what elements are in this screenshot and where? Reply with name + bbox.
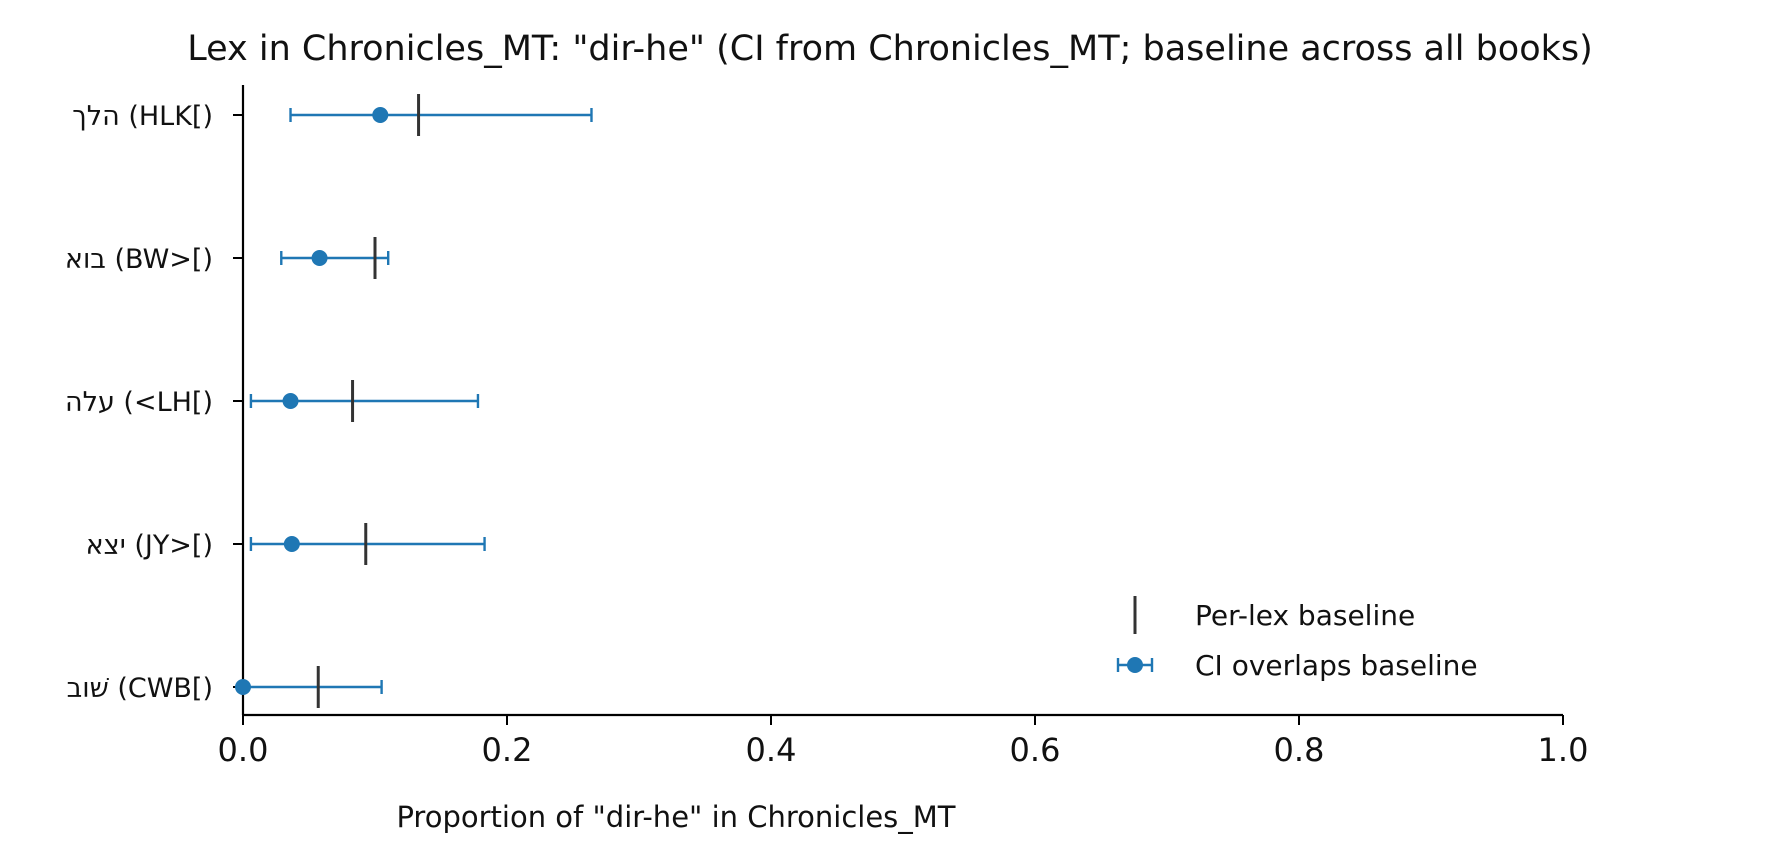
y-tick-label: שׁוב (CWB[): [67, 673, 213, 704]
chart-title: Lex in Chronicles_MT: "dir-he" (CI from …: [187, 29, 1593, 69]
estimate-point: [311, 250, 328, 266]
estimate-point: [372, 107, 389, 123]
estimate-point: [283, 536, 300, 552]
y-tick-label: בוא (BW>[): [65, 244, 213, 275]
legend-label-baseline: Per-lex baseline: [1195, 599, 1415, 632]
x-tick-label: 0.4: [746, 731, 797, 769]
y-tick-label: עלה (<LH[): [65, 387, 213, 418]
y-tick-label: הלך (HLK[): [72, 101, 213, 132]
x-tick-label: 0.6: [1010, 731, 1061, 769]
plot-area: 0.0 0.2 0.4 0.6 0.8 1.0 הלך (HLK[) בוא (BW>[) על…: [65, 85, 1589, 769]
estimate-point: [235, 679, 251, 695]
x-tick-label: 0.2: [482, 731, 533, 769]
x-tick-label: 0.0: [218, 731, 269, 769]
legend: Per-lex baseline CI overlaps baseline: [1116, 596, 1478, 682]
x-tick-label: 1.0: [1538, 731, 1589, 769]
y-tick-label: יצא (JY>[): [86, 530, 213, 561]
estimate-point: [282, 393, 299, 409]
x-axis-label: Proportion of "dir-he" in Chronicles_MT: [396, 800, 955, 834]
x-tick-label: 0.8: [1274, 731, 1325, 769]
legend-ci-point: [1127, 657, 1143, 673]
legend-label-ci: CI overlaps baseline: [1195, 649, 1478, 682]
